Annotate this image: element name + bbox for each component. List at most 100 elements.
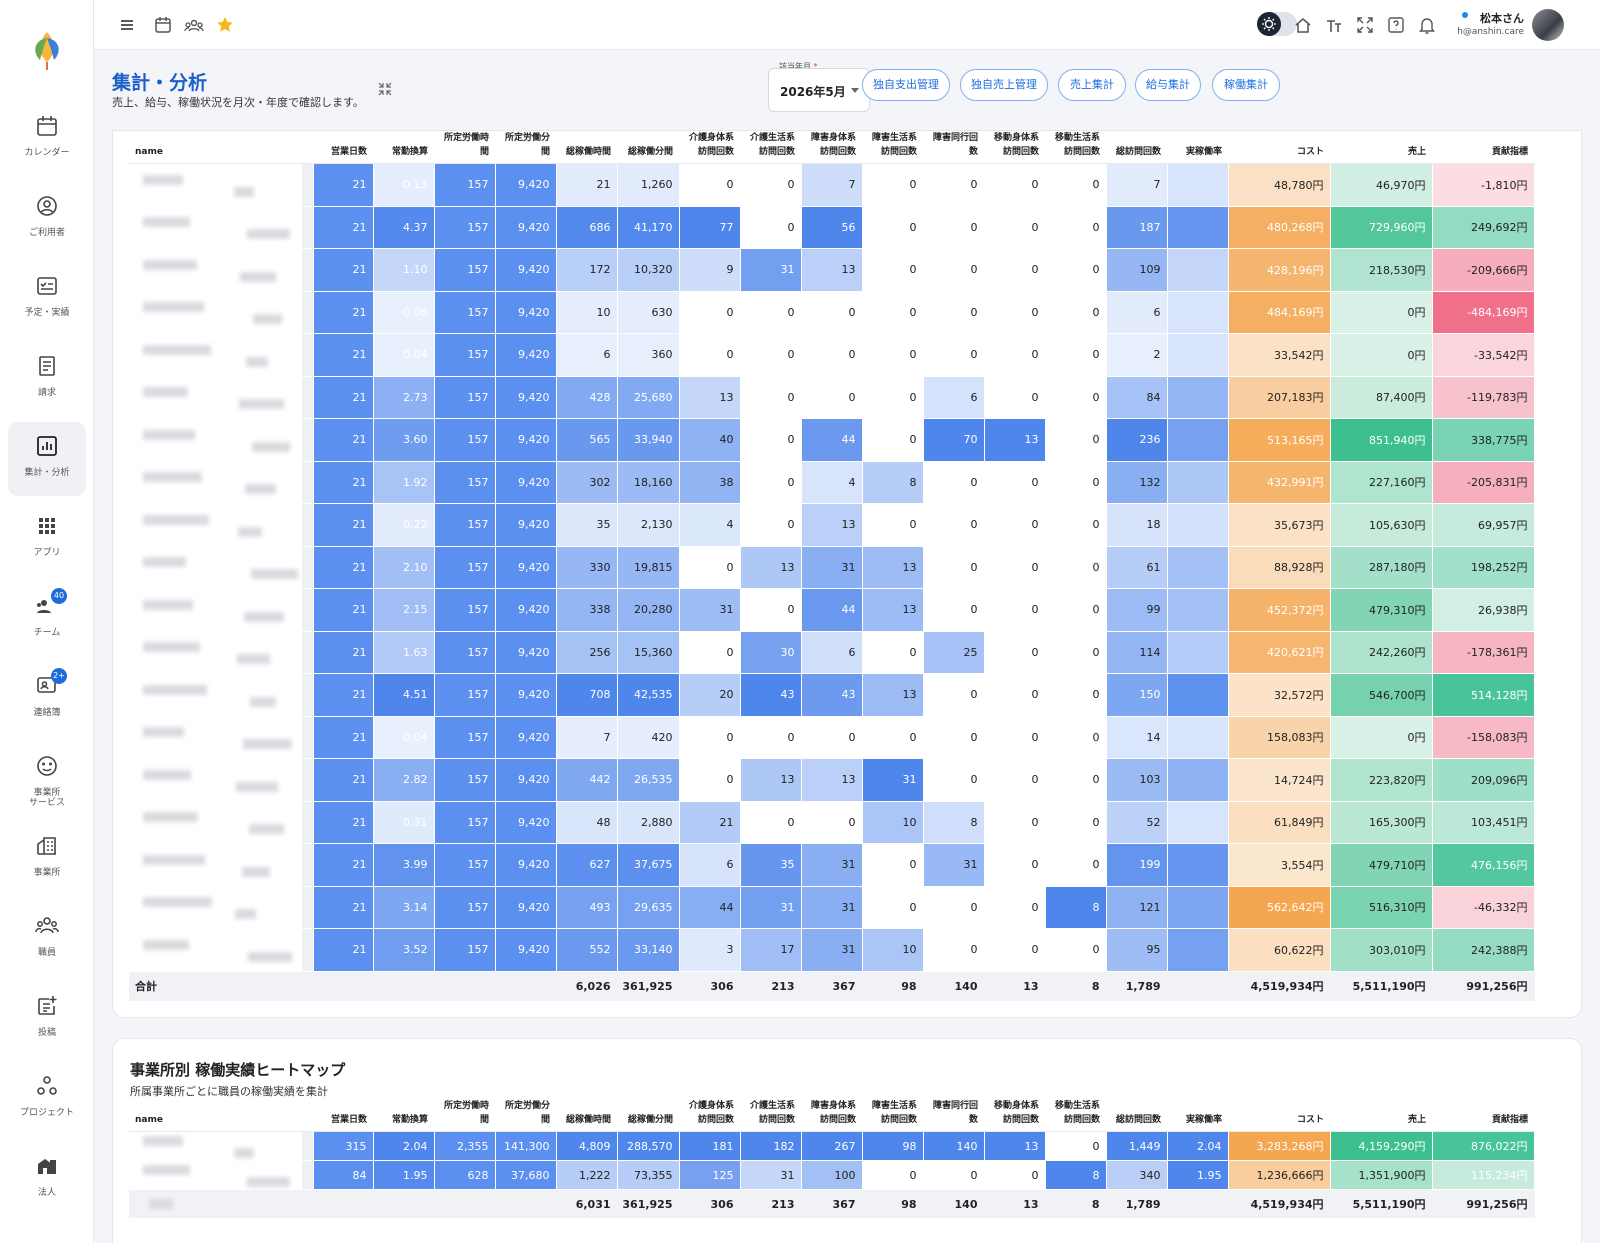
sidebar-item-5[interactable]: アプリ: [8, 502, 86, 576]
table-row[interactable]: 21 4.37 157 9,420 686 41,170 77 0 56 0 0 0 0 187 480,2…: [129, 206, 1535, 249]
column-header-name[interactable]: name: [129, 131, 301, 164]
bell-icon[interactable]: [1416, 14, 1438, 36]
column-header-shogai_doko[interactable]: 障害同行回 数: [923, 131, 984, 164]
column-header-cost[interactable]: コスト: [1228, 131, 1330, 164]
column-header-shogai_seikatsu[interactable]: 障害生活系 訪問回数: [862, 1099, 923, 1132]
column-header-std_hours[interactable]: 所定労働時 間: [434, 1099, 495, 1132]
table-row[interactable]: 21 2.73 157 9,420 428 25,680 13 0 0 0 6 0 0 84 207,183…: [129, 376, 1535, 419]
column-header-days[interactable]: 営業日数: [313, 1099, 373, 1132]
user-name[interactable]: 松本さん: [1480, 12, 1524, 25]
table-row[interactable]: 21 1.10 157 9,420 172 10,320 9 31 13 0 0 0 0 109 428,1…: [129, 248, 1535, 292]
column-header-cost[interactable]: コスト: [1228, 1099, 1330, 1132]
column-header-total_minutes[interactable]: 総稼働分間: [617, 1099, 679, 1132]
column-header-sales[interactable]: 売上: [1330, 1099, 1432, 1132]
table-row[interactable]: 21 4.51 157 9,420 708 42,535 20 43 43 13 0 0 0 150 32,…: [129, 673, 1535, 717]
column-header-shogai_seikatsu[interactable]: 障害生活系 訪問回数: [862, 131, 923, 164]
sidebar-item-12[interactable]: プロジェクト: [8, 1062, 86, 1136]
table-row[interactable]: 21 2.10 157 9,420 330 19,815 0 13 31 13 0 0 0 61 88,92…: [129, 546, 1535, 589]
month-select[interactable]: 2026年5月: [768, 68, 870, 112]
table-row[interactable]: 21 0.31 157 9,420 48 2,880 21 0 0 10 8 0 0 52 61,849円 1…: [129, 801, 1535, 844]
sidebar-item-6[interactable]: 40 チーム: [8, 582, 86, 656]
column-header-std_minutes[interactable]: 所定労働分 間: [495, 1099, 556, 1132]
column-header-std_minutes[interactable]: 所定労働分 間: [495, 131, 556, 164]
column-header-contrib[interactable]: 貢献指標: [1432, 1099, 1534, 1132]
column-header-kaigo_shintai[interactable]: 介護身体系 訪問回数: [679, 1099, 740, 1132]
home-icon[interactable]: [1292, 14, 1314, 36]
table-row[interactable]: 21 1.63 157 9,420 256 15,360 0 30 6 0 25 0 0 114 420,6…: [129, 631, 1535, 674]
collapse-icon[interactable]: [378, 82, 392, 96]
table-row[interactable]: 21 0.04 157 9,420 6 360 0 0 0 0 0 0 0 2 33,542円 0円 -33,5…: [129, 333, 1535, 377]
nav-pill-button[interactable]: 独自支出管理: [862, 69, 950, 101]
table-row[interactable]: 21 0.22 157 9,420 35 2,130 4 0 13 0 0 0 0 18 35,673円 10…: [129, 503, 1535, 547]
nav-pill-button[interactable]: 給与集計: [1135, 69, 1201, 101]
calendar-icon[interactable]: [152, 14, 174, 36]
sidebar-item-4[interactable]: 集計・分析: [8, 422, 86, 496]
cell-days: 21: [313, 333, 374, 377]
sidebar-item-7[interactable]: 2+ 連絡簿: [8, 662, 86, 736]
star-icon[interactable]: [214, 14, 236, 36]
column-header-total_hours[interactable]: 総稼働時間: [556, 1099, 617, 1132]
column-header-contrib[interactable]: 貢献指標: [1432, 131, 1534, 164]
help-icon[interactable]: [1385, 14, 1407, 36]
table-row[interactable]: 21 0.13 157 9,420 21 1,260 0 0 7 0 0 0 0 7 48,780円 46,9…: [129, 163, 1535, 207]
table-row[interactable]: 21 2.15 157 9,420 338 20,280 31 0 44 13 0 0 0 99 452,3…: [129, 588, 1535, 632]
column-header-fte[interactable]: 常勤換算: [373, 131, 434, 164]
table-row[interactable]: 84 1.95 628 37,680 1,222 73,355 125 31 100 0 0 0 8 34…: [129, 1160, 1535, 1190]
table-row[interactable]: 21 2.82 157 9,420 442 26,535 0 13 13 31 0 0 0 103 14,7…: [129, 758, 1535, 802]
cell-days: 21: [313, 886, 374, 929]
cell-sales: 87,400円: [1330, 376, 1433, 419]
column-header-days[interactable]: 営業日数: [313, 131, 373, 164]
column-header-util[interactable]: 実稼働率: [1167, 131, 1228, 164]
sidebar-item-1[interactable]: ご利用者: [8, 182, 86, 256]
sidebar-item-8[interactable]: 事業所 サービス: [8, 742, 86, 816]
column-header-util[interactable]: 実稼働率: [1167, 1099, 1228, 1132]
column-header-shogai_shintai[interactable]: 障害身体系 訪問回数: [801, 1099, 862, 1132]
sidebar-item-3[interactable]: 請求: [8, 342, 86, 416]
cell-days: 21: [313, 588, 374, 632]
avatar[interactable]: [1532, 9, 1564, 41]
table-row[interactable]: 21 0.06 157 9,420 10 630 0 0 0 0 0 0 0 6 484,169円 0円 -48…: [129, 291, 1535, 334]
team-icon[interactable]: [183, 14, 205, 36]
nav-pill-button[interactable]: 稼働集計: [1212, 69, 1280, 101]
column-header-total_minutes[interactable]: 総稼働分間: [617, 131, 679, 164]
column-header-total_visits[interactable]: 総訪問回数: [1106, 1099, 1167, 1132]
text-size-icon[interactable]: [1323, 14, 1345, 36]
theme-toggle[interactable]: [1257, 12, 1297, 36]
table-row[interactable]: 21 3.60 157 9,420 565 33,940 40 0 44 0 70 13 0 236 513…: [129, 418, 1535, 462]
column-header-total_visits[interactable]: 総訪問回数: [1106, 131, 1167, 164]
cell-total_hours: 338: [556, 588, 618, 632]
table-row[interactable]: 21 3.14 157 9,420 493 29,635 44 31 31 0 0 0 8 121 562,…: [129, 886, 1535, 929]
sidebar-item-2[interactable]: 予定・実績: [8, 262, 86, 336]
cell-kaigo_shintai: 0: [679, 758, 741, 802]
column-header-sales[interactable]: 売上: [1330, 131, 1432, 164]
nav-pill-button[interactable]: 売上集計: [1058, 69, 1126, 101]
column-header-kaigo_seikatsu[interactable]: 介護生活系 訪問回数: [740, 1099, 801, 1132]
column-header-kaigo_seikatsu[interactable]: 介護生活系 訪問回数: [740, 131, 801, 164]
column-header-shogai_doko[interactable]: 障害同行回 数: [923, 1099, 984, 1132]
column-header-name[interactable]: name: [129, 1099, 301, 1132]
column-header-ido_shintai[interactable]: 移動身体系 訪問回数: [984, 1099, 1045, 1132]
column-header-fte[interactable]: 常勤換算: [373, 1099, 434, 1132]
brand-logo[interactable]: [30, 28, 64, 72]
nav-pill-button[interactable]: 独自売上管理: [960, 69, 1048, 101]
sidebar-item-11[interactable]: 投稿: [8, 982, 86, 1056]
sidebar-item-0[interactable]: カレンダー: [8, 102, 86, 176]
table-row[interactable]: 21 1.92 157 9,420 302 18,160 38 0 4 8 0 0 0 132 432,99…: [129, 461, 1535, 504]
column-header-total_hours[interactable]: 総稼働時間: [556, 131, 617, 164]
table-row[interactable]: 21 0.04 157 9,420 7 420 0 0 0 0 0 0 0 14 158,083円 0円 -15…: [129, 716, 1535, 759]
column-header-shogai_shintai[interactable]: 障害身体系 訪問回数: [801, 131, 862, 164]
menu-icon[interactable]: [116, 14, 138, 36]
sidebar-item-10[interactable]: 職員: [8, 902, 86, 976]
column-header-std_hours[interactable]: 所定労働時 間: [434, 131, 495, 164]
sidebar-item-13[interactable]: 法人: [8, 1142, 86, 1216]
fullscreen-icon[interactable]: [1354, 14, 1376, 36]
table-row[interactable]: 315 2.04 2,355 141,300 4,809 288,570 181 182 267…: [129, 1131, 1535, 1161]
column-header-ido_seikatsu[interactable]: 移動生活系 訪問回数: [1045, 1099, 1106, 1132]
column-header-ido_seikatsu[interactable]: 移動生活系 訪問回数: [1045, 131, 1106, 164]
column-header-kaigo_shintai[interactable]: 介護身体系 訪問回数: [679, 131, 740, 164]
table-row[interactable]: 21 3.52 157 9,420 552 33,140 3 17 31 10 0 0 0 95 60,62…: [129, 928, 1535, 972]
sidebar-item-9[interactable]: 事業所: [8, 822, 86, 896]
table-row[interactable]: 21 3.99 157 9,420 627 37,675 6 35 31 0 31 0 0 199 3,55…: [129, 843, 1535, 887]
column-header-ido_shintai[interactable]: 移動身体系 訪問回数: [984, 131, 1045, 164]
